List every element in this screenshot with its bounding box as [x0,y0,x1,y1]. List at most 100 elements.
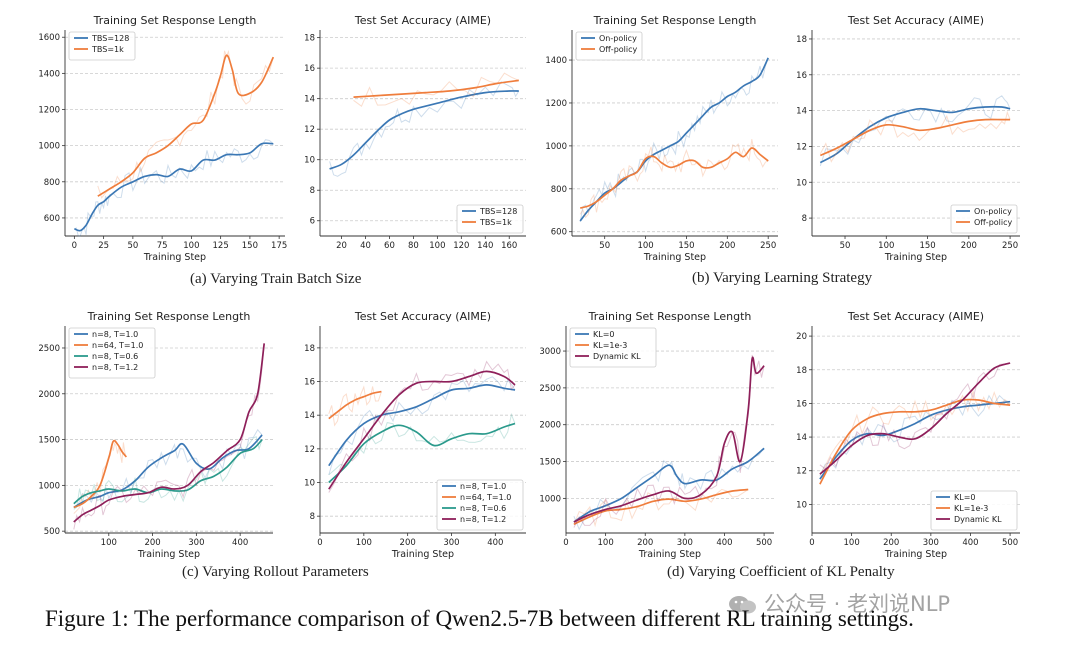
watermark: 公众号 · 老刘说NLP [728,588,950,618]
y-tick-label: 18 [304,344,315,354]
y-tick-label: 1000 [545,142,567,152]
x-tick-label: 500 [756,538,772,548]
legend-box [68,31,136,61]
legend-box [569,327,657,368]
chart-1: 0 25 50 75 100 125 150 175 600 800 1000 1200 1400 160… [38,14,287,263]
legend-box [68,327,156,379]
y-tick-label: 16 [796,71,807,81]
y-tick-label: 10 [796,178,807,188]
x-tick-label: 200 [144,538,160,548]
series-raw-line [97,49,274,199]
series-line [328,422,516,484]
legend-label: Dynamic KL [954,515,1002,524]
legend-label: n=8, T=0.6 [460,504,506,513]
y-tick-label: 6 [310,217,315,227]
series-raw-line [73,435,263,510]
chart-7: 0 100 200 300 400 500 1000 1500 2000 2500 3000 Trai… [539,310,774,560]
y-tick-label: 600 [44,214,60,224]
y-tick-label: 800 [44,178,60,188]
y-tick-label: 8 [310,512,315,522]
y-tick-label: 1000 [38,481,60,491]
x-axis-label: Training Step [391,549,454,560]
x-tick-label: 200 [961,241,977,251]
x-tick-label: 80 [408,241,419,251]
legend: On-policy Off-policy [575,31,643,61]
series-raw-line [819,110,1011,163]
x-axis-label: Training Step [884,252,947,263]
x-tick-label: 200 [719,241,735,251]
x-axis-label: Training Step [638,549,701,560]
series-raw-line [328,385,382,427]
series-raw-line [73,428,263,509]
x-tick-label: 400 [232,538,248,548]
y-tick-label: 1400 [38,69,60,79]
y-tick-label: 16 [796,399,807,409]
x-tick-label: 400 [962,538,978,548]
legend-label: n=64, T=1.0 [92,341,143,350]
y-tick-label: 14 [796,433,807,443]
legend: TBS=128 TBS=1k [68,31,136,61]
legend-box [456,204,524,234]
x-tick-label: 60 [384,241,395,251]
series-line [329,90,519,170]
legend-label: Off-policy [599,45,638,54]
series-line [73,438,263,505]
subcaption-b: (b) Varying Learning Strategy [692,270,873,286]
legend-label: KL=0 [593,330,615,339]
legend-label: n=8, T=0.6 [92,352,138,361]
chart-4: 50 100 150 200 250 8 10 12 14 16 18 Test Set Accura… [796,14,1020,263]
legend-label: n=8, T=1.2 [460,515,506,524]
x-tick-label: 300 [677,538,693,548]
x-tick-label: 200 [883,538,899,548]
chart-6: 0 100 200 300 400 8 10 12 14 16 18 Test Set Accurac… [304,310,526,560]
x-tick-label: 25 [98,241,109,251]
y-tick-label: 600 [551,228,567,238]
series-raw-line [819,394,1011,477]
series-line [97,54,275,197]
series-raw-line [328,376,516,476]
series-line [328,390,382,420]
series-line [819,400,1011,480]
legend-label: KL=1e-3 [593,341,627,350]
y-tick-label: 1400 [545,56,567,66]
y-tick-label: 1200 [38,106,60,116]
y-tick-label: 20 [796,332,807,342]
chart-2: 20 40 60 80 100 120 140 160 6 8 10 12 14 16 18 Test Set… [304,14,526,251]
series-raw-line [328,412,516,476]
legend-label: KL=0 [954,493,976,502]
legend-label: TBS=128 [91,34,129,43]
x-axis-label: Training Step [143,252,206,263]
series-line [74,142,274,232]
y-tick-label: 18 [304,34,315,44]
chart-title: Test Set Accuracy (AIME) [847,310,984,323]
chart-8: 0 100 200 300 400 500 10 12 14 16 18 20 Test Set Acc… [796,310,1020,560]
series-raw-line [74,139,274,237]
series-raw-line [329,81,520,177]
legend-label: TBS=1k [479,218,512,227]
y-tick-label: 18 [796,35,807,45]
y-tick-label: 14 [304,95,315,105]
series-raw-line [573,447,765,531]
legend-label: Off-policy [974,218,1013,227]
legend-label: KL=1e-3 [954,504,988,513]
y-tick-label: 12 [796,467,807,477]
y-tick-label: 8 [802,214,807,224]
subcaption-a: (a) Varying Train Batch Size [190,271,362,287]
x-tick-label: 500 [1002,538,1018,548]
chart-title: Training Set Response Length [93,14,257,27]
series-line [819,118,1011,157]
y-tick-label: 800 [551,185,567,195]
subcaption-d: (d) Varying Coefficient of KL Penalty [667,564,895,580]
y-tick-label: 1600 [38,33,60,43]
chart-5: 100 200 300 400 500 1000 1500 2000 2500 Training … [38,310,273,560]
legend-box [575,31,643,61]
legend-label: On-policy [974,207,1012,216]
series-line [73,343,266,523]
legend-label: TBS=128 [479,207,517,216]
legend: KL=0 KL=1e-3 Dynamic KL [569,327,657,368]
x-tick-label: 200 [400,538,416,548]
x-tick-label: 40 [360,241,371,251]
legend-label: Dynamic KL [593,352,641,361]
x-tick-label: 0 [317,538,322,548]
